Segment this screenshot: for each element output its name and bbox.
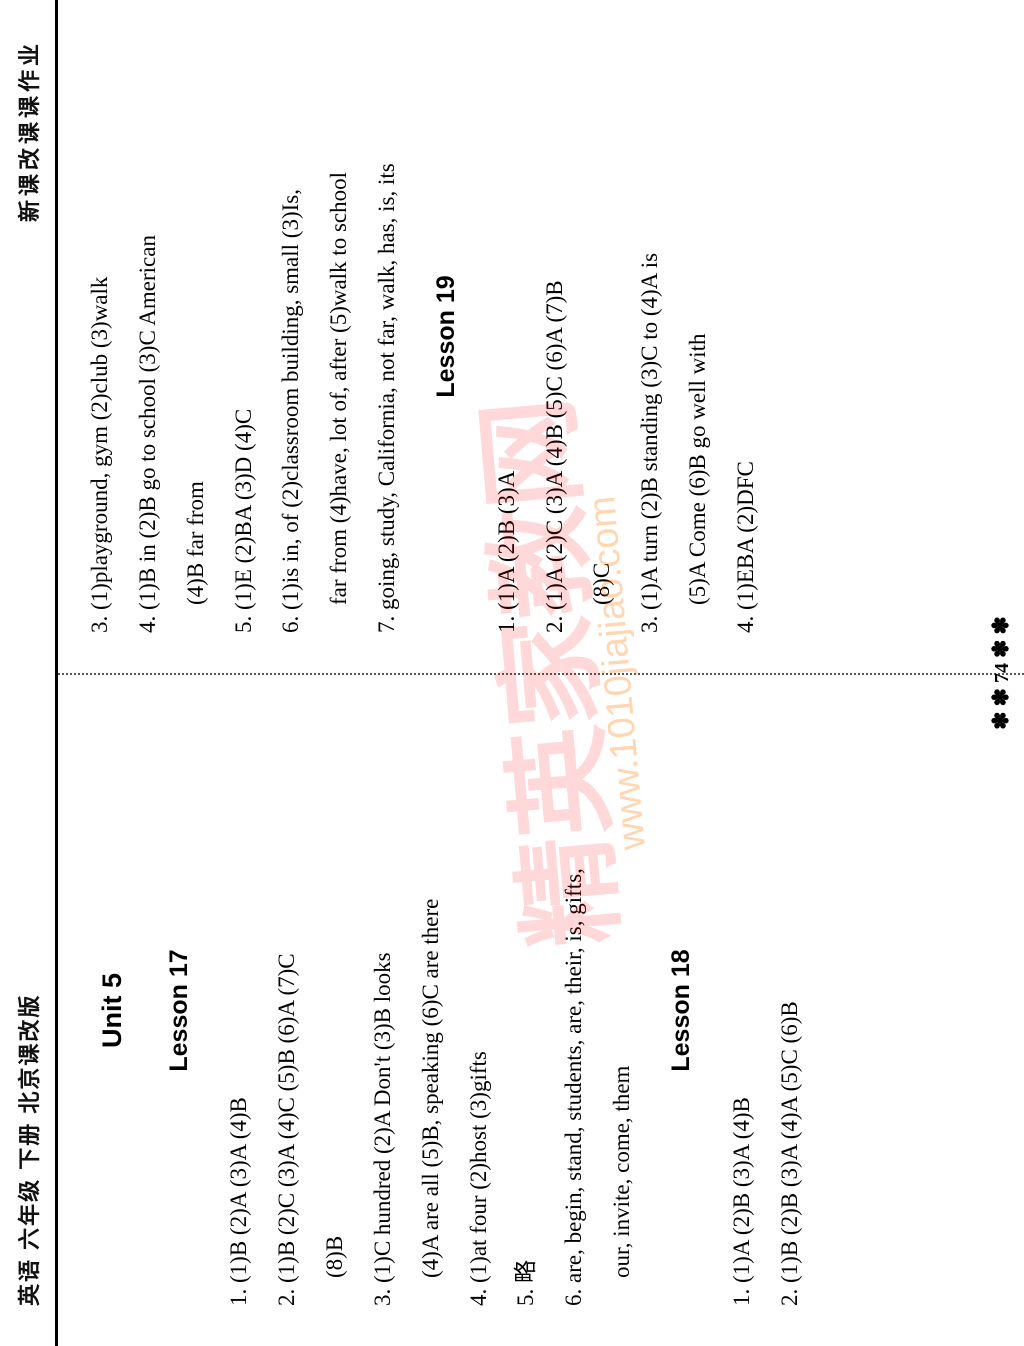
header-right: 新课改课课作业 xyxy=(12,40,44,222)
right-column: 3. (1)playground, gym (2)club (3)walk 4.… xyxy=(58,0,1024,673)
l18-q2: 2. (1)B (2)B (3)A (4)A (5)C (6)B xyxy=(768,715,813,1306)
lesson19-title: Lesson 19 xyxy=(422,40,471,633)
l17-q5: 5. 略 xyxy=(504,715,549,1306)
leaf-icon: ✽ xyxy=(988,616,1013,634)
l17-q2b: (8)B xyxy=(313,715,358,1306)
page-number: 74 xyxy=(991,663,1013,683)
l18-q1: 1. (1)A (2)B (3)A (4)B xyxy=(720,715,765,1306)
r-q4: 4. (1)B in (2)B go to school (3)C Americ… xyxy=(126,40,171,633)
lesson17-title: Lesson 17 xyxy=(155,715,204,1306)
page-footer: ✽ ✽ 74 ✽ ✽ xyxy=(988,616,1014,730)
l17-q6b: our, invite, come, them xyxy=(600,715,645,1306)
l17-q6: 6. are, begin, stand, students, are, the… xyxy=(552,715,597,1306)
header-left: 英语 六年级 下册 北京课改版 xyxy=(12,994,44,1306)
l17-q1: 1. (1)B (2)A (3)A (4)B xyxy=(217,715,262,1306)
l19-q1: 1. (1)A (2)B (3)A xyxy=(485,40,530,633)
leaf-icon: ✽ xyxy=(988,711,1013,729)
l19-q3: 3. (1)A turn (2)B standing (3)C to (4)A … xyxy=(628,40,673,633)
content: 精英家教网 www.1010jiajiao.com Unit 5 Lesson … xyxy=(58,0,1024,1346)
lesson18-title: Lesson 18 xyxy=(657,715,706,1306)
r-q7: 7. going, study, California, not far, wa… xyxy=(365,40,410,633)
l19-q3b: (5)A Come (6)B go well with xyxy=(676,40,721,633)
r-q3: 3. (1)playground, gym (2)club (3)walk xyxy=(78,40,123,633)
r-q4b: (4)B far from xyxy=(174,40,219,633)
l19-q2: 2. (1)A (2)C (3)A (4)B (5)C (6)A (7)B xyxy=(533,40,578,633)
unit-title: Unit 5 xyxy=(86,715,139,1306)
l19-q4: 4. (1)EBA (2)DFC xyxy=(724,40,769,633)
l17-q3b: (4)A are all (5)B, speaking (6)C are the… xyxy=(409,715,454,1306)
header: 英语 六年级 下册 北京课改版 新课改课课作业 xyxy=(0,0,58,1346)
l17-q2: 2. (1)B (2)C (3)A (4)C (5)B (6)A (7)C xyxy=(265,715,310,1306)
leaf-icon: ✽ xyxy=(988,640,1013,658)
l17-q3: 3. (1)C hundred (2)A Don't (3)B looks xyxy=(361,715,406,1306)
left-column: Unit 5 Lesson 17 1. (1)B (2)A (3)A (4)B … xyxy=(58,673,1024,1346)
leaf-icon: ✽ xyxy=(988,688,1013,706)
r-q6b: far from (4)have, lot of, after (5)walk … xyxy=(317,40,362,633)
r-q6: 6. (1)is in, of (2)classroom building, s… xyxy=(269,40,314,633)
l19-q2b: (8)C xyxy=(580,40,625,633)
r-q5: 5. (1)E (2)BA (3)D (4)C xyxy=(222,40,267,633)
l17-q4: 4. (1)at four (2)host (3)gifts xyxy=(457,715,502,1306)
